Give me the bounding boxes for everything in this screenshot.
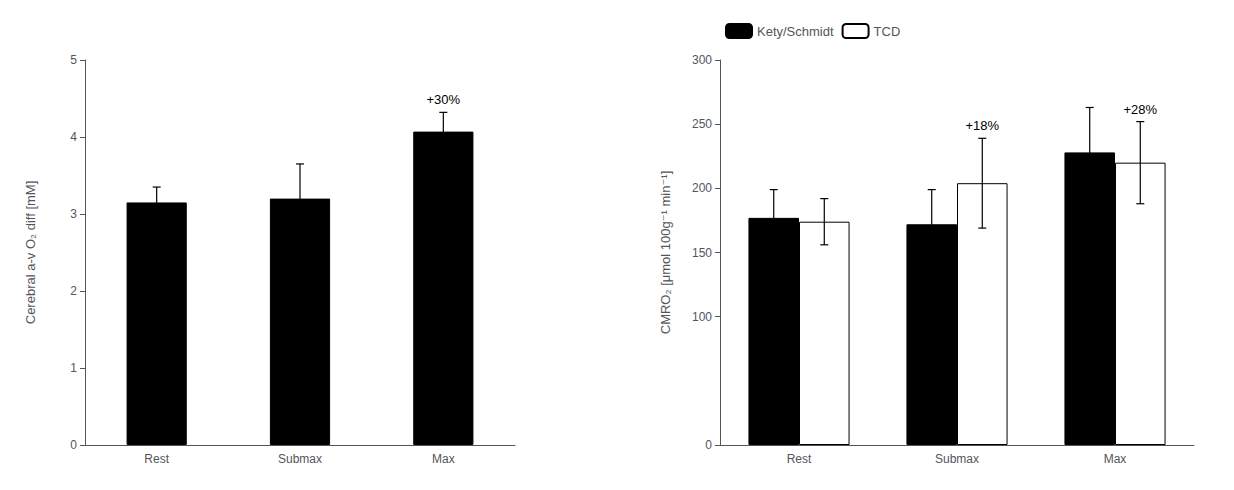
svg-text:Rest: Rest xyxy=(144,452,169,466)
svg-text:5: 5 xyxy=(70,53,77,67)
svg-text:Kety/Schmidt: Kety/Schmidt xyxy=(757,24,834,39)
svg-text:150: 150 xyxy=(692,246,712,260)
svg-text:Submax: Submax xyxy=(278,452,322,466)
svg-text:0: 0 xyxy=(705,438,712,452)
svg-text:300: 300 xyxy=(692,53,712,67)
svg-text:TCD: TCD xyxy=(874,24,901,39)
svg-text:Max: Max xyxy=(432,452,455,466)
svg-text:2: 2 xyxy=(70,284,77,298)
svg-text:3: 3 xyxy=(70,207,77,221)
svg-text:4: 4 xyxy=(70,130,77,144)
svg-text:Rest: Rest xyxy=(787,452,812,466)
svg-text:250: 250 xyxy=(692,117,712,131)
svg-text:Cerebral a-v O₂ diff [mM]: Cerebral a-v O₂ diff [mM] xyxy=(23,181,38,325)
svg-text:0: 0 xyxy=(70,438,77,452)
svg-text:Submax: Submax xyxy=(935,452,979,466)
svg-text:CMRO₂ [μmol 100g⁻¹ min⁻¹]: CMRO₂ [μmol 100g⁻¹ min⁻¹] xyxy=(658,171,673,335)
svg-text:+18%: +18% xyxy=(965,118,999,133)
svg-text:1: 1 xyxy=(70,361,77,375)
svg-text:100: 100 xyxy=(692,310,712,324)
svg-text:Max: Max xyxy=(1104,452,1127,466)
svg-text:200: 200 xyxy=(692,181,712,195)
svg-text:+28%: +28% xyxy=(1123,102,1157,117)
svg-text:+30%: +30% xyxy=(427,92,461,107)
